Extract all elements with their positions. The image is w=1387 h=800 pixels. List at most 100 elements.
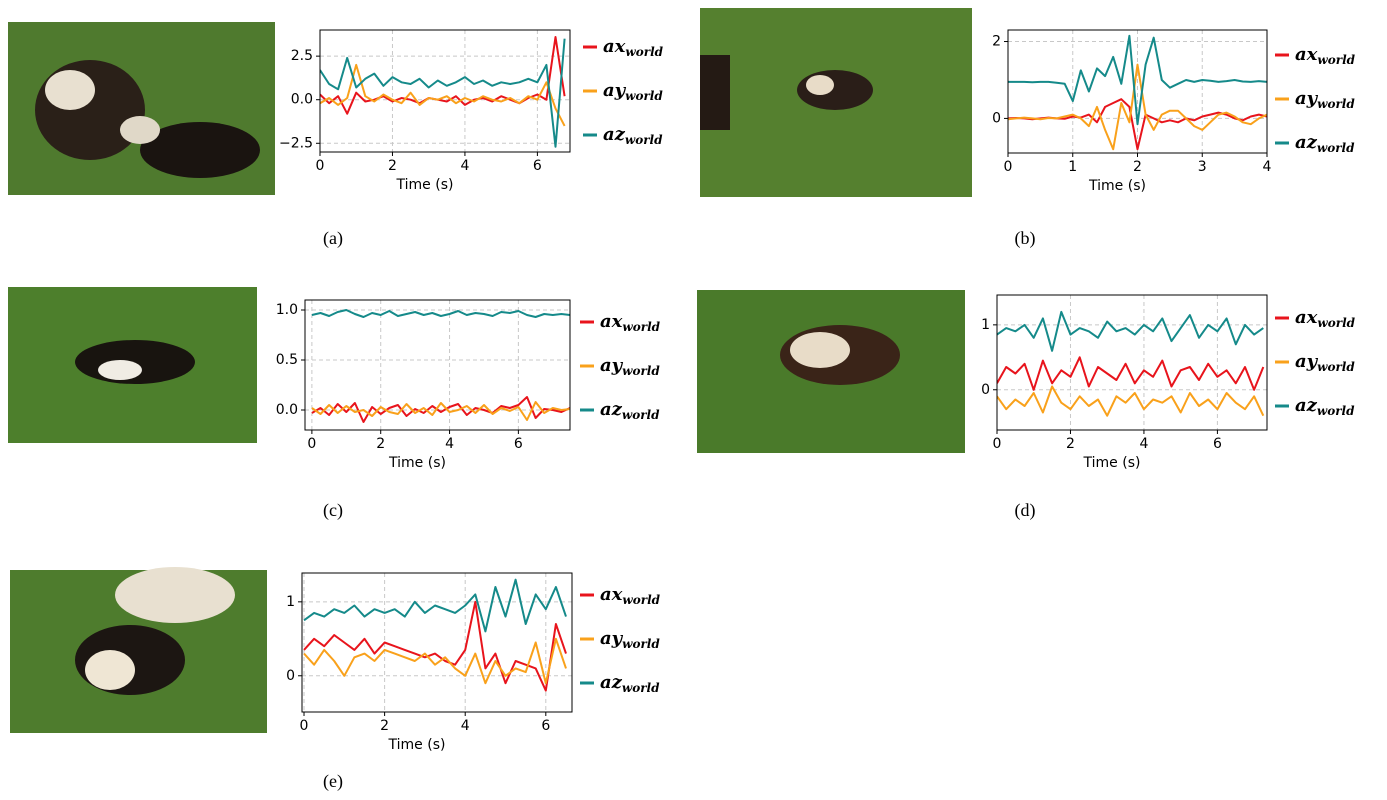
caption: (d) [1015, 500, 1036, 521]
photo [8, 287, 257, 443]
legend-name: az [603, 124, 626, 145]
series-line [997, 387, 1263, 416]
x-tick-label: 2 [388, 158, 397, 174]
legend-subscript: world [625, 45, 663, 59]
x-axis-label: Time (s) [388, 455, 446, 471]
legend-label: ayworld [600, 628, 660, 651]
legend-label: ayworld [600, 355, 660, 378]
x-tick-label: 2 [1066, 436, 1075, 452]
legend-subscript: world [1317, 316, 1355, 330]
x-tick-label: 0 [307, 436, 316, 452]
legend-label: axworld [600, 311, 661, 334]
x-tick-label: 4 [1263, 159, 1272, 175]
x-tick-label: 0 [300, 718, 309, 734]
y-tick-label: 1 [981, 317, 990, 333]
photo [8, 22, 275, 195]
legend-subscript: world [1317, 360, 1355, 374]
x-tick-label: 6 [1213, 436, 1222, 452]
legend-name: ax [603, 36, 626, 57]
x-tick-label: 4 [460, 158, 469, 174]
x-tick-label: 0 [993, 436, 1002, 452]
legend-name: az [600, 672, 623, 693]
series-line [304, 580, 566, 632]
legend-label: axworld [603, 36, 664, 59]
y-tick-label: 1 [286, 594, 295, 610]
photo [697, 290, 965, 453]
x-tick-label: 4 [1139, 436, 1148, 452]
legend-subscript: world [622, 637, 660, 651]
x-axis-label: Time (s) [1088, 178, 1146, 194]
legend-label: axworld [1295, 44, 1356, 67]
x-tick-label: 3 [1198, 159, 1207, 175]
y-tick-label: 0.0 [291, 92, 313, 108]
x-tick-label: 0 [316, 158, 325, 174]
legend-subscript: world [1317, 141, 1355, 155]
series-line [997, 312, 1263, 351]
legend-name: az [600, 399, 623, 420]
legend-label: axworld [1295, 307, 1356, 330]
x-tick-label: 6 [533, 158, 542, 174]
plot-frame [997, 295, 1267, 430]
legend-subscript: world [625, 133, 663, 147]
x-tick-label: 4 [461, 718, 470, 734]
x-tick-label: 2 [380, 718, 389, 734]
y-tick-label: 2.5 [291, 48, 313, 64]
legend-name: ay [600, 355, 624, 376]
plot-frame [302, 573, 572, 712]
plot-frame [1008, 30, 1267, 153]
series-line [304, 602, 566, 691]
series-line [304, 639, 566, 683]
series-line [997, 357, 1263, 390]
legend-name: az [1295, 395, 1318, 416]
photo [10, 567, 267, 733]
x-tick-label: 6 [514, 436, 523, 452]
caption: (e) [323, 771, 343, 792]
legend-name: ay [1295, 351, 1319, 372]
legend-name: ax [1295, 44, 1318, 65]
legend-label: azworld [600, 399, 660, 422]
legend-subscript: world [625, 89, 663, 103]
y-tick-label: 0 [992, 110, 1001, 126]
legend-subscript: world [1317, 53, 1355, 67]
x-tick-label: 2 [1133, 159, 1142, 175]
legend-subscript: world [622, 593, 660, 607]
y-tick-label: −2.5 [279, 135, 313, 151]
x-axis-label: Time (s) [396, 177, 454, 193]
legend-name: ay [603, 80, 627, 101]
figure: 0246−2.50.02.5axworldayworldazworldTime … [0, 0, 1387, 800]
y-tick-label: 0 [981, 382, 990, 398]
legend-subscript: world [622, 681, 660, 695]
legend-label: ayworld [1295, 351, 1355, 374]
legend-label: axworld [600, 584, 661, 607]
series-line [312, 310, 570, 317]
legend-subscript: world [1317, 97, 1355, 111]
x-tick-label: 4 [445, 436, 454, 452]
legend-label: azworld [603, 124, 663, 147]
plot-frame [320, 30, 570, 152]
caption: (a) [323, 228, 343, 249]
series-line [320, 65, 565, 126]
y-tick-label: 0.5 [276, 352, 298, 368]
legend-name: az [1295, 132, 1318, 153]
legend-label: ayworld [603, 80, 663, 103]
legend-name: ay [600, 628, 624, 649]
y-tick-label: 2 [992, 34, 1001, 50]
legend-label: ayworld [1295, 88, 1355, 111]
legend-name: ay [1295, 88, 1319, 109]
legend-subscript: world [622, 364, 660, 378]
x-axis-label: Time (s) [1083, 455, 1141, 471]
legend-name: ax [600, 311, 623, 332]
x-tick-label: 2 [376, 436, 385, 452]
legend-subscript: world [622, 320, 660, 334]
y-tick-label: 1.0 [276, 302, 298, 318]
x-tick-label: 6 [541, 718, 550, 734]
legend-subscript: world [622, 408, 660, 422]
x-tick-label: 0 [1004, 159, 1013, 175]
legend-subscript: world [1317, 404, 1355, 418]
caption: (c) [323, 500, 343, 521]
legend-label: azworld [1295, 132, 1355, 155]
legend-label: azworld [600, 672, 660, 695]
legend-label: azworld [1295, 395, 1355, 418]
series-line [320, 37, 565, 114]
caption: (b) [1015, 228, 1036, 249]
